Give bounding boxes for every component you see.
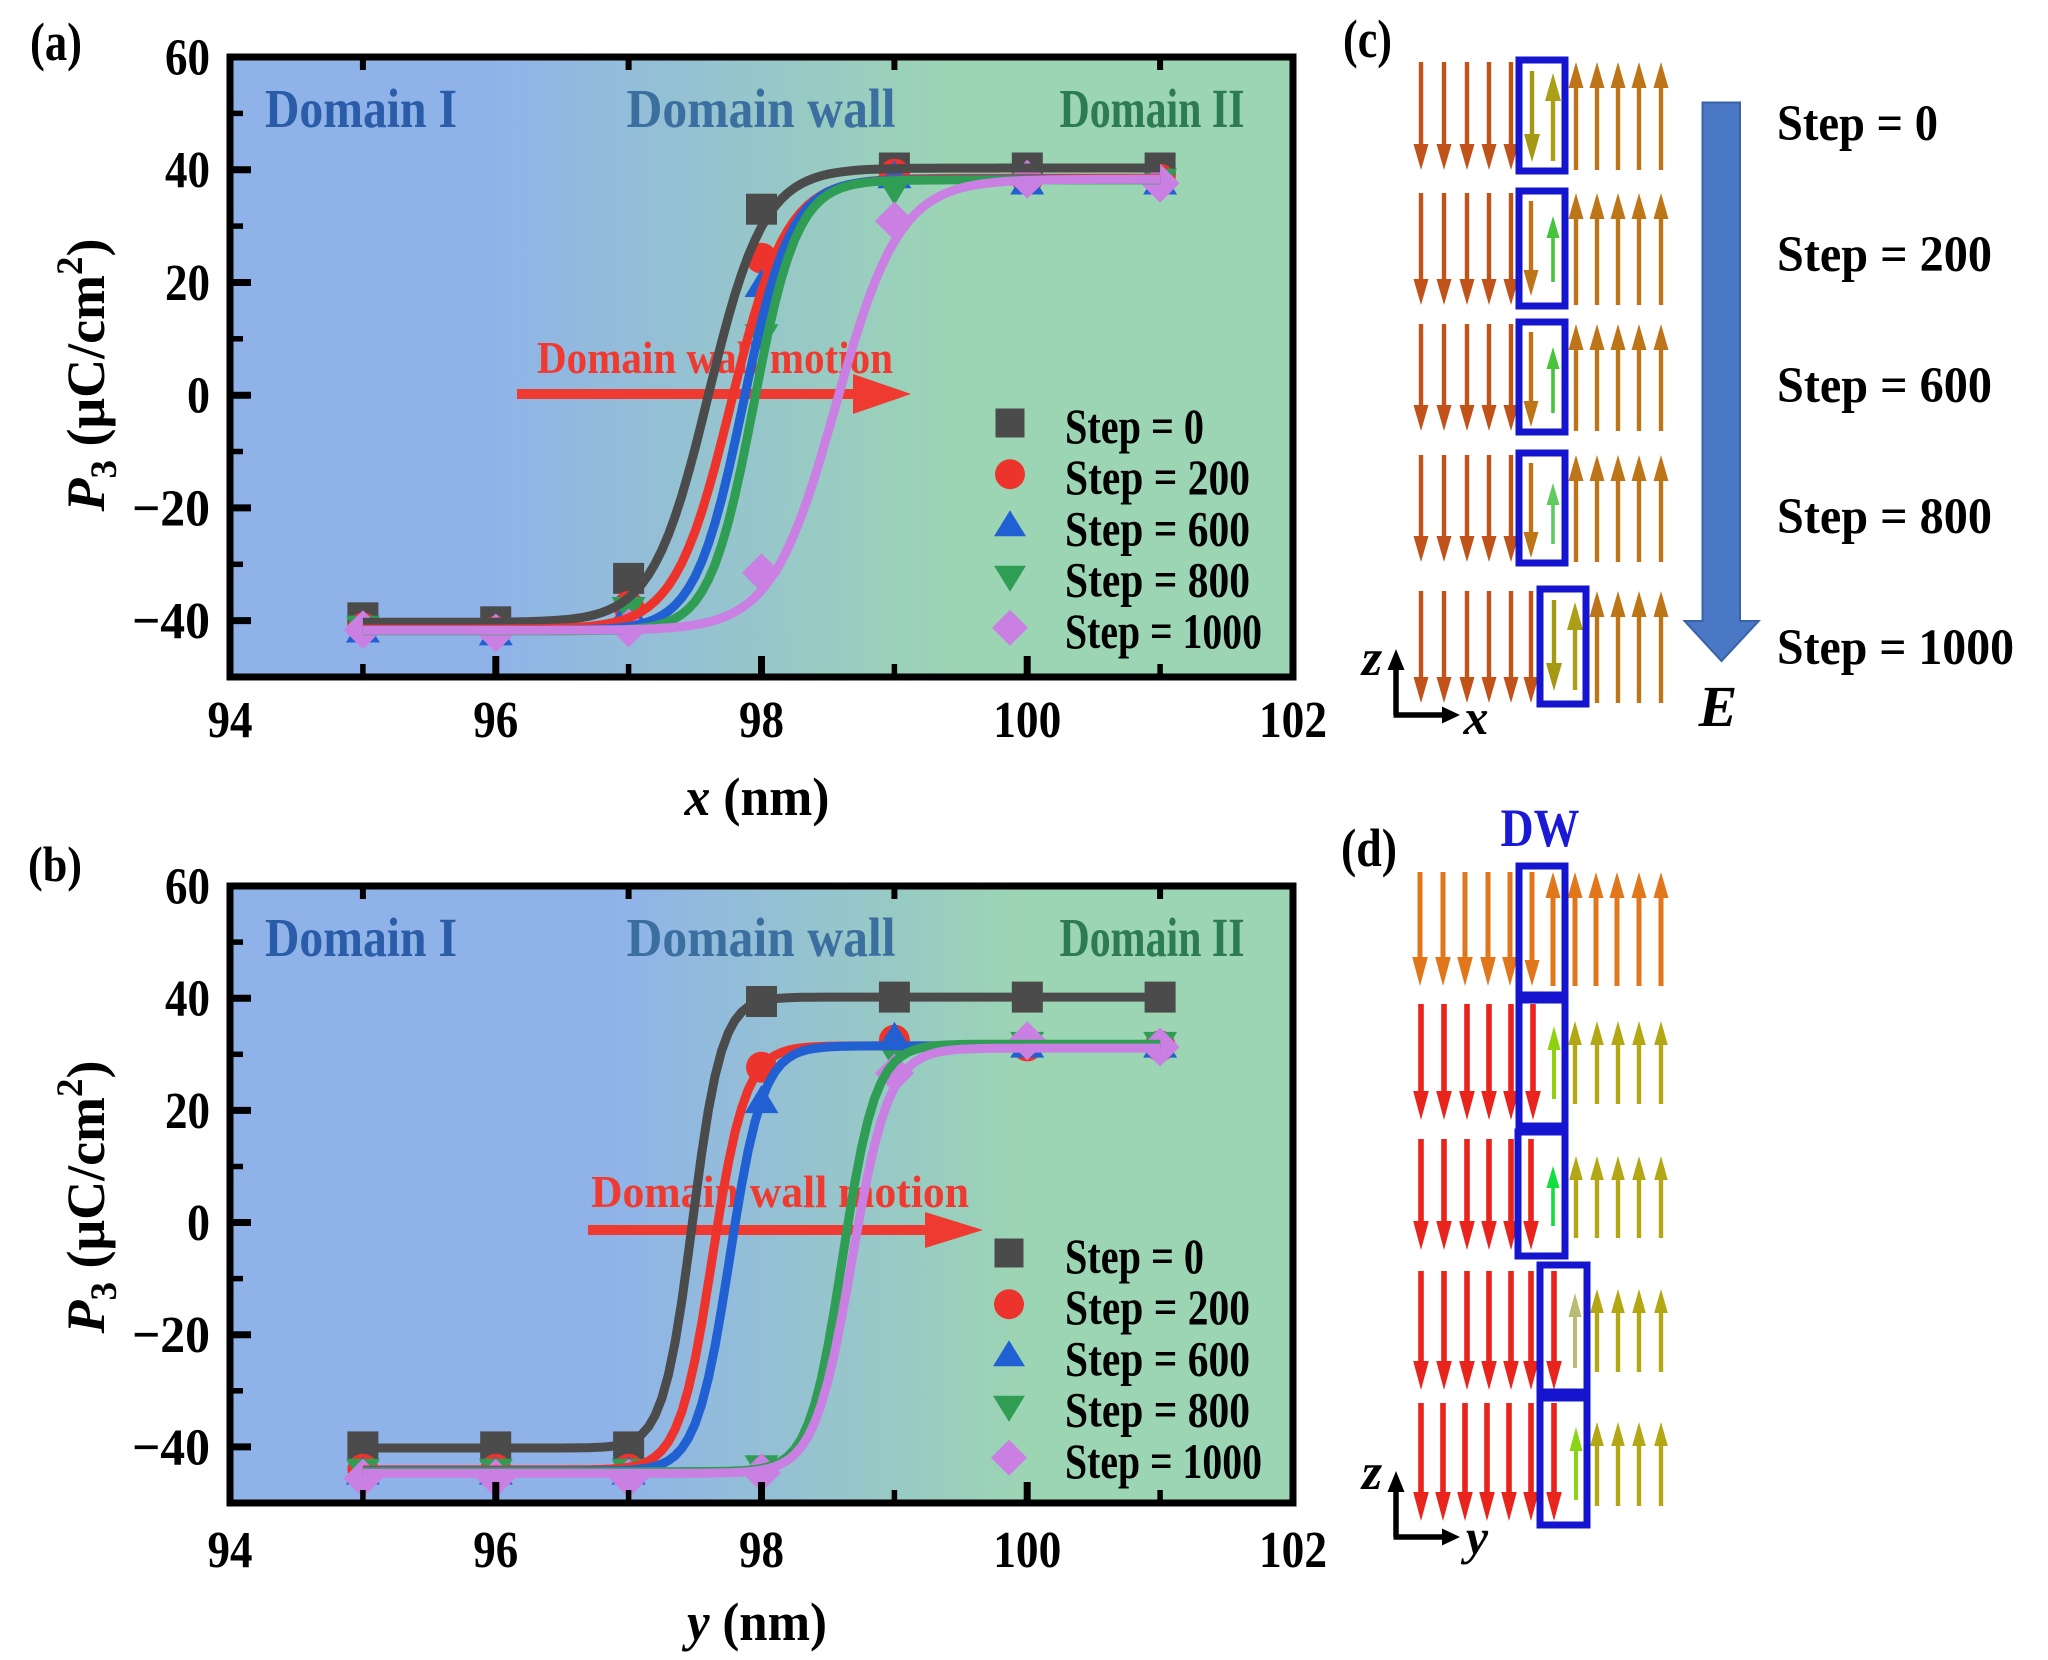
svg-text:96: 96	[473, 692, 518, 749]
svg-text:Step = 600: Step = 600	[1777, 358, 1992, 414]
svg-text:20: 20	[165, 1083, 210, 1140]
svg-text:Domain wall: Domain wall	[627, 907, 896, 968]
svg-text:(b): (b)	[28, 836, 82, 892]
svg-text:40: 40	[165, 142, 210, 199]
svg-text:Domain wall: Domain wall	[627, 78, 896, 139]
svg-text:−20: −20	[132, 480, 210, 537]
svg-text:P3 (μC/cm2): P3 (μC/cm2)	[50, 238, 125, 512]
svg-text:DW: DW	[1501, 798, 1580, 858]
svg-text:Step = 1000: Step = 1000	[1777, 620, 2014, 676]
svg-text:Step = 200: Step = 200	[1777, 227, 1992, 283]
svg-text:94: 94	[208, 692, 253, 749]
svg-text:Step = 800: Step = 800	[1777, 489, 1992, 545]
svg-text:Step = 0: Step = 0	[1777, 96, 1938, 152]
svg-text:98: 98	[739, 1522, 784, 1579]
svg-text:40: 40	[165, 971, 210, 1028]
svg-text:94: 94	[208, 1522, 253, 1579]
svg-text:(c): (c)	[1343, 9, 1392, 69]
svg-text:Step = 800: Step = 800	[1065, 552, 1250, 608]
svg-text:x (nm): x (nm)	[684, 767, 830, 827]
svg-text:z: z	[1360, 630, 1383, 687]
svg-text:0: 0	[187, 1195, 210, 1252]
svg-text:Step = 0: Step = 0	[1065, 398, 1204, 454]
svg-text:96: 96	[473, 1522, 518, 1579]
svg-text:−40: −40	[132, 593, 210, 650]
svg-text:z: z	[1360, 1444, 1383, 1501]
svg-text:E: E	[1698, 674, 1738, 739]
svg-text:Step = 200: Step = 200	[1065, 449, 1250, 505]
svg-text:102: 102	[1259, 692, 1327, 749]
svg-text:102: 102	[1259, 1522, 1327, 1579]
svg-text:Step = 600: Step = 600	[1065, 1330, 1250, 1386]
svg-text:60: 60	[165, 859, 210, 916]
svg-text:Domain II: Domain II	[1060, 78, 1245, 139]
svg-text:98: 98	[739, 692, 784, 749]
svg-text:20: 20	[165, 255, 210, 312]
svg-text:100: 100	[993, 692, 1061, 749]
svg-text:Step = 600: Step = 600	[1065, 500, 1250, 556]
svg-text:−20: −20	[132, 1307, 210, 1364]
svg-text:0: 0	[187, 368, 210, 425]
svg-text:Domain I: Domain I	[265, 78, 457, 139]
svg-text:Domain II: Domain II	[1060, 907, 1245, 968]
svg-text:Step = 800: Step = 800	[1065, 1382, 1250, 1438]
svg-text:60: 60	[165, 30, 210, 87]
svg-text:100: 100	[993, 1522, 1061, 1579]
svg-text:(a): (a)	[30, 12, 82, 72]
svg-text:y: y	[1461, 1509, 1489, 1565]
svg-text:x: x	[1463, 689, 1489, 745]
svg-text:Domain wall motion: Domain wall motion	[591, 1167, 969, 1217]
svg-text:y (nm): y (nm)	[681, 1592, 827, 1652]
svg-text:Step = 1000: Step = 1000	[1065, 603, 1262, 659]
svg-text:−40: −40	[132, 1419, 210, 1476]
svg-text:(d): (d)	[1341, 818, 1397, 878]
svg-text:Step = 1000: Step = 1000	[1065, 1433, 1262, 1489]
svg-text:P3 (μC/cm2): P3 (μC/cm2)	[50, 1060, 125, 1334]
svg-text:Domain I: Domain I	[265, 907, 457, 968]
svg-text:Step = 200: Step = 200	[1065, 1279, 1250, 1335]
svg-text:Step = 0: Step = 0	[1065, 1228, 1204, 1284]
